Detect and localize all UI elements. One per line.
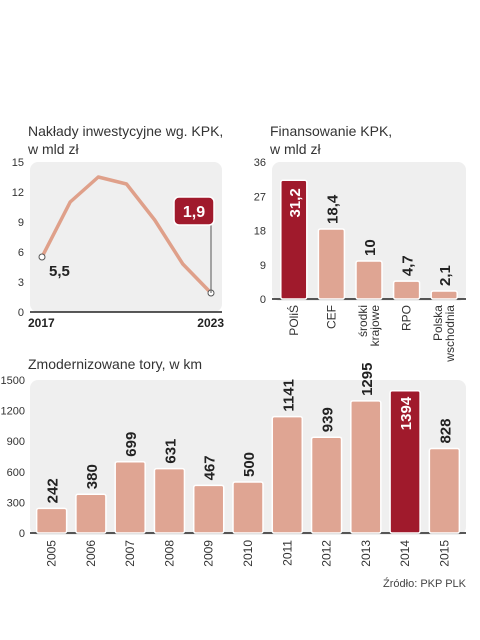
- line-data-point: [96, 175, 100, 179]
- bar-chart-3-y-tick: 300: [7, 497, 25, 509]
- bar-chart-2-value-label: 2,1: [437, 265, 454, 286]
- line-data-point: [181, 262, 185, 266]
- line-chart-y-tick: 0: [18, 307, 24, 319]
- bar-chart-3-category-label: 2015: [437, 540, 451, 567]
- kpk-financing-title-line1: Finansowanie KPK,: [270, 123, 393, 139]
- kpk-financing-subtitle: w mld zł: [270, 141, 321, 157]
- bar-chart-3-y-tick: 1200: [1, 406, 25, 418]
- kpk-investment-subtitle: w mld zł: [28, 141, 79, 157]
- bar-chart-3-y-tick: 900: [7, 436, 25, 448]
- bar-chart-3-bar: [35, 507, 68, 534]
- bar-chart-2-y-tick: 9: [260, 260, 266, 272]
- bar-chart-3-value-label: 699: [123, 432, 140, 457]
- line-data-point: [125, 182, 128, 186]
- bar-chart-3-value-label: 1141: [280, 379, 297, 412]
- line-chart-y-tick: 9: [18, 217, 24, 229]
- bar-chart-3-bar: [271, 415, 304, 534]
- bar-chart-3-value-label: 467: [202, 455, 219, 480]
- modernized-tracks-title: Zmodernizowane tory, w km: [28, 355, 202, 373]
- bar-chart-3-category-label: 2012: [320, 540, 334, 567]
- bar-chart-2-bar: [280, 179, 308, 300]
- bar-chart-3-value-label: 1295: [359, 363, 376, 396]
- bar-chart-3-bar: [232, 481, 264, 534]
- source-note: Źródło: PKP PLK: [383, 578, 466, 590]
- bar-chart-3-category-label: 2011: [280, 540, 294, 566]
- bar-chart-2-category-label: środki: [356, 305, 370, 337]
- bar-chart-2-category-label: krajowe: [368, 305, 382, 347]
- bar-chart-3-value-label: 631: [162, 439, 179, 464]
- bar-chart-2-value-label: 31,2: [287, 188, 304, 217]
- line-data-point: [38, 253, 46, 261]
- kpk-investment-title: Nakłady inwestycyjne wg. KPK, w mld zł: [28, 122, 223, 158]
- bar-chart-3-value-label: 500: [241, 452, 258, 477]
- bar-chart-3-y-tick: 0: [19, 528, 25, 540]
- bar-chart-3-bar: [153, 467, 186, 534]
- line-data-point: [68, 200, 72, 204]
- bar-chart-3-category-label: 2013: [359, 540, 373, 567]
- modernized-tracks-title-line1: Zmodernizowane tory, w km: [28, 356, 203, 372]
- bar-chart-2-value-label: 4,7: [400, 255, 417, 276]
- bar-chart-3-category-label: 2007: [123, 540, 137, 567]
- line-chart-y-tick: 15: [12, 157, 24, 169]
- line-chart-y-tick: 12: [12, 187, 24, 199]
- bar-chart-2-y-tick: 18: [254, 226, 266, 238]
- bar-chart-3-category-label: 2010: [241, 540, 255, 567]
- bar-chart-2-category-label: RPO: [400, 305, 414, 331]
- bar-chart-2-category-label: Polska: [431, 305, 445, 341]
- bar-chart-3-value-label: 828: [437, 419, 454, 444]
- bar-chart-3-category-label: 2009: [202, 540, 216, 567]
- bar-chart-3-y-tick: 600: [7, 467, 25, 479]
- bar-chart-2-value-label: 10: [362, 239, 379, 256]
- bar-chart-3-bar: [389, 390, 421, 534]
- bar-chart-3-value-label: 939: [320, 407, 337, 432]
- bar-chart-3-bar: [350, 400, 382, 534]
- bar-chart-2-bar: [355, 260, 383, 300]
- line-start-value-label: 5,5: [49, 263, 70, 280]
- line-chart-x-tick: 2017: [28, 316, 55, 330]
- bar-chart-3-category-label: 2005: [45, 540, 59, 567]
- bar-chart-3-category-label: 2006: [84, 540, 98, 567]
- bar-chart-3-value-label: 242: [45, 478, 62, 503]
- bar-chart-3-bar: [114, 460, 146, 534]
- bar-chart-2-bar: [430, 290, 458, 300]
- bar-chart-3-category-label: 2014: [398, 540, 412, 567]
- bar-chart-3-value-label: 380: [84, 464, 101, 489]
- bar-chart-2-bar: [392, 280, 421, 300]
- bar-chart-3-bar: [310, 436, 343, 534]
- line-end-label-box: [173, 196, 215, 226]
- bar-chart-3-category-label: 2008: [162, 540, 176, 567]
- line-chart-y-tick: 3: [18, 277, 24, 289]
- bar-chart-2-y-tick: 36: [254, 157, 266, 169]
- line-chart-x-tick: 2023: [197, 316, 224, 330]
- bar-chart-3-y-tick: 1500: [1, 375, 25, 387]
- line-data-point: [153, 218, 157, 222]
- bar-chart-2-y-tick: 27: [254, 191, 266, 203]
- bar-chart-3-bar: [192, 484, 225, 534]
- bar-chart-2-bar: [317, 228, 346, 300]
- bar-chart-2-category-label: CEF: [324, 305, 338, 329]
- kpk-investment-title-line1: Nakłady inwestycyjne wg. KPK,: [28, 123, 224, 139]
- line-end-value-label: 1,9: [183, 204, 205, 221]
- bar-chart-3-bar: [428, 447, 461, 534]
- bar-chart-3-bar: [75, 493, 107, 534]
- bar-chart-2-category-label: wschodnia: [443, 305, 457, 363]
- bar-chart-2-category-label: POliŚ: [286, 305, 301, 336]
- kpk-financing-title: Finansowanie KPK, w mld zł: [270, 122, 392, 158]
- bar-chart-3-value-label: 1394: [398, 396, 415, 430]
- bar-chart-2-value-label: 18,4: [324, 194, 341, 224]
- line-chart-y-tick: 6: [18, 247, 24, 259]
- bar-chart-2-y-tick: 0: [260, 294, 266, 306]
